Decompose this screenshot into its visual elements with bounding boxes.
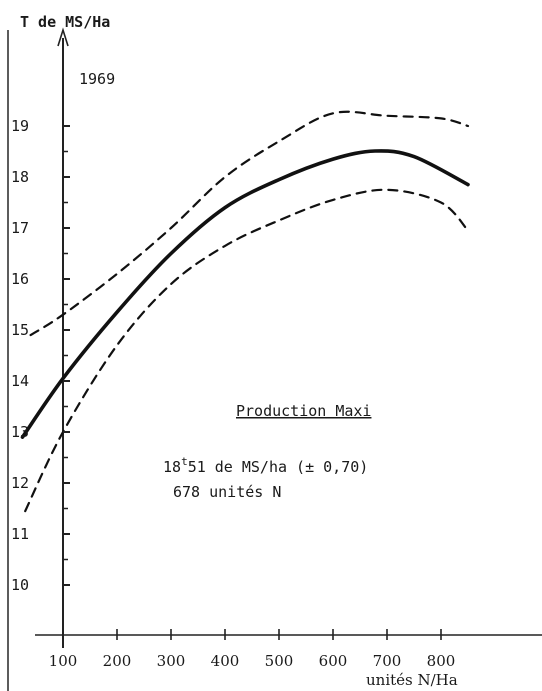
curves: [20, 110, 470, 513]
annotation-line1: 18t51 de MS/ha (± 0,70): [163, 455, 368, 476]
y-axis-label: T de MS/Ha: [20, 13, 110, 31]
y-tick-label: 18: [11, 168, 29, 186]
y-tick-label: 10: [11, 576, 29, 594]
y-tick-label: 14: [11, 372, 29, 390]
x-tick-label: 800: [427, 652, 456, 670]
x-tick-label: 300: [157, 652, 186, 670]
axes: [7, 27, 542, 691]
y-tick-label: 16: [11, 270, 29, 288]
upper-bound-curve: [29, 110, 470, 337]
y-tick-label: 17: [11, 219, 29, 237]
annotation-line1-sup: t: [181, 455, 188, 468]
x-tick-label: 500: [265, 652, 294, 670]
ticks: 10 11 12 13 14 15 16 17 18 19 100 200 300 400 500 600 70…: [11, 117, 455, 670]
y-tick-label: 19: [11, 117, 29, 135]
x-tick-label: 600: [319, 652, 348, 670]
lower-bound-curve: [24, 188, 470, 513]
annotation-line2: 678 unités N: [173, 483, 281, 501]
annotation-line1-base: 18: [163, 458, 181, 476]
x-tick-label: 700: [373, 652, 402, 670]
y-tick-label: 12: [11, 474, 29, 492]
y-axis-arrow: [57, 27, 69, 47]
annotation-heading: Production Maxi: [236, 402, 371, 420]
y-tick-label: 13: [11, 423, 29, 441]
x-axis-label: unités N/Ha: [366, 671, 458, 689]
year-label: 1969: [79, 70, 115, 88]
mean-yield-curve: [20, 149, 470, 439]
y-tick-label: 11: [11, 525, 29, 543]
x-tick-label: 400: [211, 652, 240, 670]
y-tick-label: 15: [11, 321, 29, 339]
annotation-line1-rest: 51 de MS/ha (± 0,70): [188, 458, 369, 476]
x-tick-label: 200: [103, 652, 132, 670]
x-tick-label: 100: [49, 652, 78, 670]
